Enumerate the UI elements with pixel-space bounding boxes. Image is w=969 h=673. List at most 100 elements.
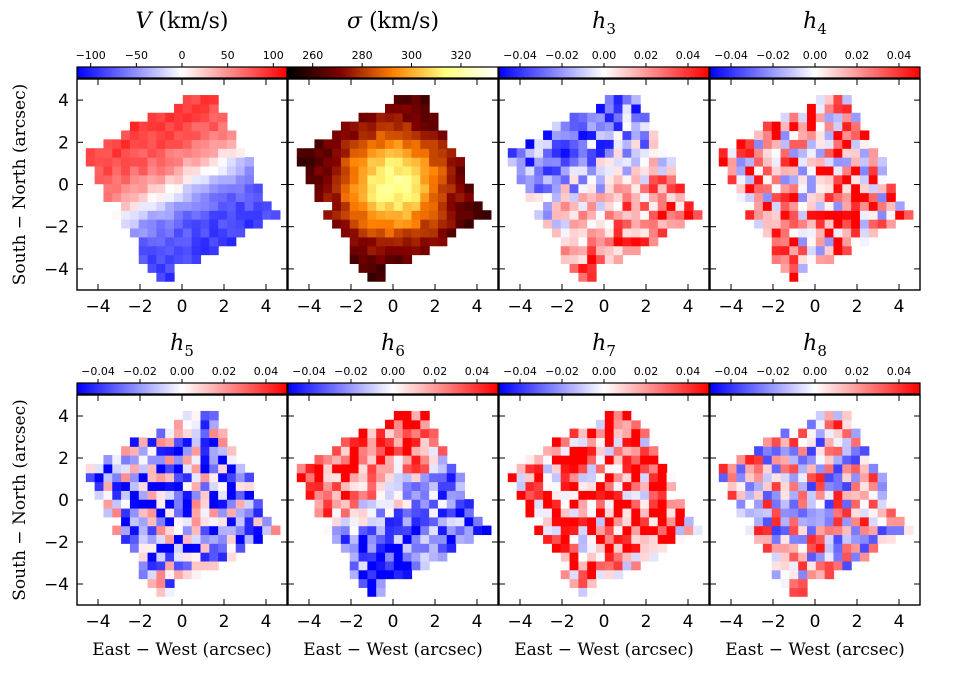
bin-cell <box>631 428 641 439</box>
bin-cell <box>235 227 246 238</box>
colorbar-tick-label-V: 100 <box>263 49 284 62</box>
bin-cell <box>156 472 166 483</box>
bin-cell <box>596 210 606 220</box>
bin-cell <box>789 507 799 518</box>
bin-cell <box>833 560 843 571</box>
bin-cell <box>340 227 351 238</box>
bin-cell <box>367 516 377 527</box>
bin-cell <box>402 490 413 500</box>
bin-cell <box>218 481 228 491</box>
bin-cell <box>367 183 377 194</box>
bin-cell <box>666 157 676 167</box>
bin-cell <box>323 139 333 149</box>
bin-cell <box>367 236 377 247</box>
bin-cell <box>798 201 808 211</box>
bin-cell <box>587 552 597 562</box>
bin-cell <box>543 499 553 509</box>
bin-cell <box>121 165 131 176</box>
bin-cell <box>218 552 228 562</box>
bin-cell <box>780 525 790 536</box>
bin-cell <box>815 174 826 185</box>
bin-cell <box>314 148 324 158</box>
bin-cell <box>727 165 738 176</box>
bin-cell <box>640 516 650 527</box>
bin-cell <box>226 236 237 247</box>
bin-cell <box>745 472 755 483</box>
bin-cell <box>578 272 588 282</box>
bin-cell <box>622 525 632 536</box>
bin-cell <box>842 245 852 256</box>
bin-cell <box>762 201 773 211</box>
bin-cell <box>534 192 544 202</box>
bin-cell <box>112 165 122 176</box>
bin-cell <box>762 455 773 465</box>
bin-cell <box>596 236 606 247</box>
bin-cell <box>393 245 404 256</box>
bin-cell <box>824 130 835 140</box>
bin-cell <box>578 227 588 238</box>
bin-cell <box>393 183 404 194</box>
bin-cell <box>833 525 843 536</box>
bin-cell <box>789 219 799 229</box>
bin-cell <box>543 463 553 474</box>
bin-cell <box>622 428 632 439</box>
bin-cell <box>815 428 826 439</box>
bin-cell <box>640 446 650 456</box>
bin-cell <box>165 263 175 273</box>
bin-cell <box>376 219 386 229</box>
bin-cell <box>613 236 624 247</box>
bin-cell <box>578 507 588 518</box>
bin-cell <box>754 139 764 149</box>
bin-cell <box>551 192 562 202</box>
bin-cell <box>604 245 615 256</box>
bin-cell <box>868 157 879 167</box>
bin-cell <box>376 578 386 588</box>
bin-cell <box>640 148 650 158</box>
bin-cell <box>780 543 790 553</box>
bin-cell <box>640 463 650 474</box>
bin-cell <box>640 236 650 247</box>
bin-cell <box>402 121 413 132</box>
bin-cell <box>771 463 782 474</box>
bin-cell <box>851 148 861 158</box>
bin-cell <box>218 437 228 447</box>
bin-cell <box>596 507 606 518</box>
bin-cell <box>455 165 465 176</box>
bin-cell <box>613 210 624 220</box>
bin-cell <box>420 481 430 491</box>
bin-cell <box>684 201 694 211</box>
bin-cell <box>657 490 668 500</box>
bin-cell <box>604 103 615 114</box>
bin-cell <box>358 463 368 474</box>
bin-cell <box>587 245 597 256</box>
bin-cell <box>376 112 386 123</box>
bin-cell <box>121 446 131 456</box>
bin-cell <box>762 490 773 500</box>
bin-cell <box>631 410 641 421</box>
map-V <box>85 95 281 282</box>
bin-cell <box>393 525 404 536</box>
bin-cell <box>886 192 896 202</box>
bin-cell <box>402 534 413 544</box>
colorbar-tick-label-h3: −0.04 <box>503 49 537 62</box>
bin-cell <box>349 455 360 465</box>
colorbar-tick-label-h7: 0.02 <box>634 365 659 378</box>
bin-cell <box>622 516 632 527</box>
bin-cell <box>859 463 870 474</box>
bin-cell <box>525 499 535 509</box>
bin-cell <box>648 455 659 465</box>
bin-cell <box>147 183 157 194</box>
bin-cell <box>349 516 360 527</box>
bin-cell <box>569 263 579 273</box>
bin-cell <box>815 95 826 105</box>
bin-cell <box>103 148 113 158</box>
bin-cell <box>358 139 368 149</box>
bin-cell <box>209 472 219 483</box>
bin-cell <box>613 183 624 194</box>
bin-cell <box>604 139 615 149</box>
bin-cell <box>762 446 773 456</box>
bin-cell <box>182 569 193 580</box>
bin-cell <box>789 236 799 247</box>
bin-cell <box>340 165 351 176</box>
bin-cell <box>147 236 157 247</box>
